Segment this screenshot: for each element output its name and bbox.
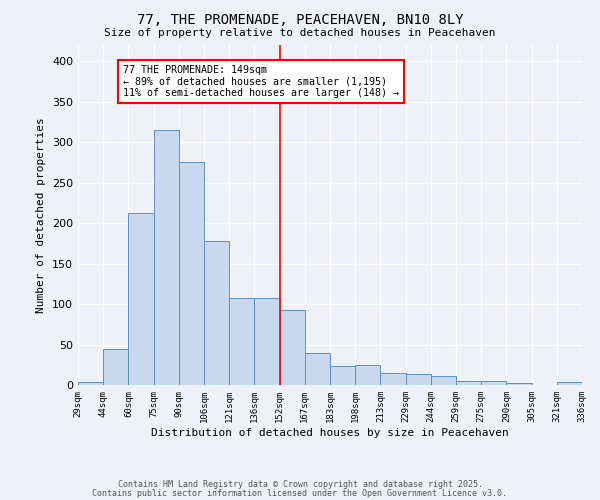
Bar (431, 376, 456, 385)
Bar (406, 374, 431, 385)
Y-axis label: Number of detached properties: Number of detached properties (37, 117, 46, 313)
Text: Size of property relative to detached houses in Peacehaven: Size of property relative to detached ho… (104, 28, 496, 38)
Bar (557, 382, 582, 385)
Bar (204, 241, 229, 385)
X-axis label: Distribution of detached houses by size in Peacehaven: Distribution of detached houses by size … (151, 428, 509, 438)
Bar (254, 298, 280, 385)
Bar (179, 162, 204, 385)
Text: 77, THE PROMENADE, PEACEHAVEN, BN10 8LY: 77, THE PROMENADE, PEACEHAVEN, BN10 8LY (137, 12, 463, 26)
Bar (456, 381, 481, 385)
Bar (380, 373, 406, 385)
Bar (506, 382, 532, 385)
Bar (229, 298, 254, 385)
Bar (154, 130, 179, 385)
Bar (78, 382, 103, 385)
Bar (128, 214, 154, 385)
Text: Contains HM Land Registry data © Crown copyright and database right 2025.: Contains HM Land Registry data © Crown c… (118, 480, 482, 489)
Bar (355, 365, 380, 385)
Text: 77 THE PROMENADE: 149sqm
← 89% of detached houses are smaller (1,195)
11% of sem: 77 THE PROMENADE: 149sqm ← 89% of detach… (124, 65, 400, 98)
Text: Contains public sector information licensed under the Open Government Licence v3: Contains public sector information licen… (92, 488, 508, 498)
Bar (103, 350, 128, 385)
Bar (330, 366, 355, 385)
Bar (280, 310, 305, 385)
Bar (305, 352, 330, 385)
Bar (481, 381, 506, 385)
